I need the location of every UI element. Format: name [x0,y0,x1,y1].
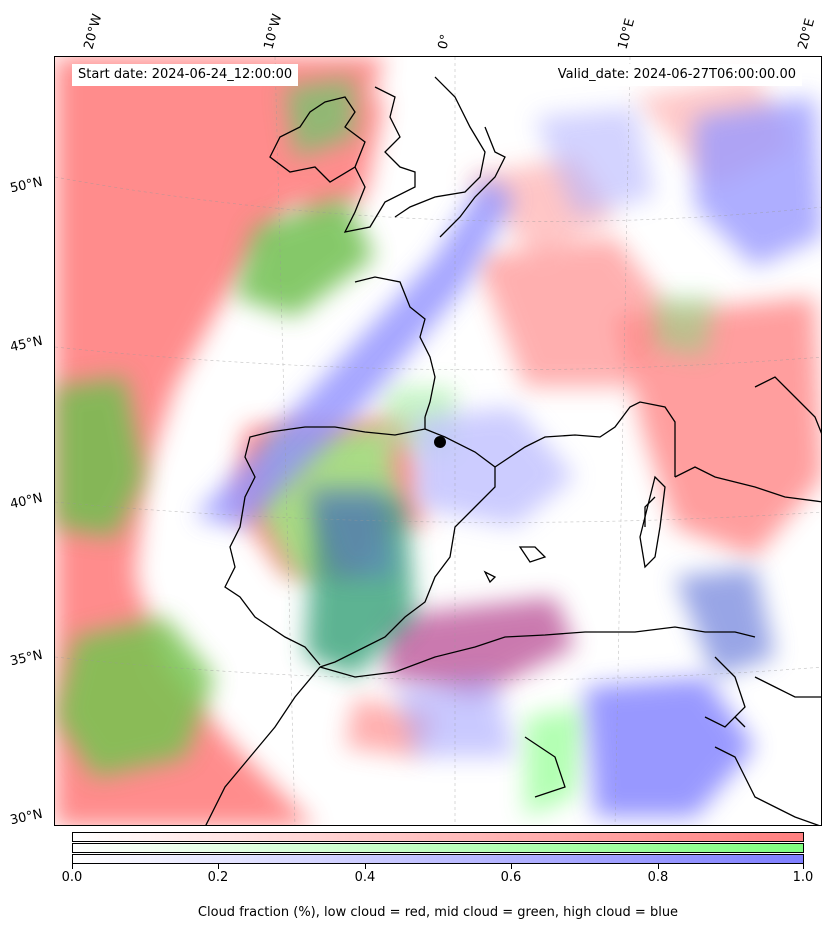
colorbar [72,832,804,865]
lon-label-20e: 20°E [795,16,819,51]
colorbar-ticks: 0.0 0.2 0.4 0.6 0.8 1.0 [62,864,813,885]
colorbar-caption: Cloud fraction (%), low cloud = red, mid… [197,905,679,920]
lat-label-45n: 45°N [8,333,44,356]
colorbar-tick-label: 0.4 [354,870,376,885]
coastlines [205,76,821,825]
colorbar-tick-label: 0.8 [647,870,669,885]
colorbar-tick-label: 1.0 [792,870,814,885]
lon-label-10w: 10°W [261,12,286,51]
lon-label-10e: 10°E [615,16,639,51]
lat-label-30n: 30°N [8,806,44,829]
lon-label-20w: 20°W [81,12,106,51]
cloud-fraction-map [54,56,822,826]
colorbar-tickmark [218,864,219,869]
colorbar-tickmark [365,864,366,869]
colorbar-tickmark [72,864,73,869]
colorbar-tickmark [658,864,659,869]
lat-label-40n: 40°N [8,490,44,513]
colorbar-tick-label: 0.6 [500,870,522,885]
colorbar-mid-cloud [72,843,804,853]
colorbar-high-cloud [72,854,804,864]
colorbar-low-cloud [72,832,804,842]
valid-date-label: Valid_date: 2024-06-27T06:00:00.00 [551,64,802,86]
colorbar-tick-label: 0.0 [61,870,83,885]
colorbar-tickmark [803,864,804,869]
map-canvas [55,57,821,825]
start-date-label: Start date: 2024-06-24_12:00:00 [72,64,299,86]
lon-label-0: 0° [435,32,454,51]
colorbar-tickmark [511,864,512,869]
location-marker [434,436,446,448]
colorbar-tick-label: 0.2 [207,870,229,885]
lat-label-50n: 50°N [8,174,44,197]
lat-label-35n: 35°N [8,647,44,670]
